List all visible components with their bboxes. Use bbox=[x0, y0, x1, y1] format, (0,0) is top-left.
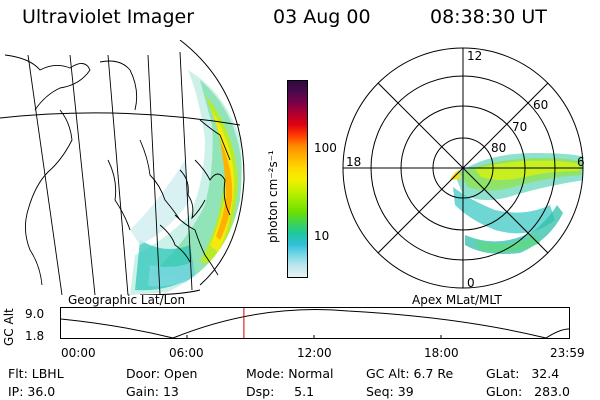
geographic-map-panel bbox=[0, 40, 245, 295]
status-seq: Seq: 39 bbox=[366, 384, 414, 399]
geo-latitude-line bbox=[0, 112, 241, 126]
altitude-curve bbox=[60, 309, 570, 339]
mlt-label-0: 0 bbox=[467, 276, 475, 290]
mlt-label-18: 18 bbox=[346, 155, 361, 169]
date-label: 03 Aug 00 bbox=[273, 6, 371, 28]
status-dsp: Dsp: 5.1 bbox=[246, 384, 315, 399]
geo-limb-line bbox=[179, 40, 245, 286]
status-filter: Flt: LBHL bbox=[8, 366, 64, 381]
mlat-label-70: 70 bbox=[512, 120, 527, 134]
geo-coastlines bbox=[4, 54, 231, 286]
colorbar-tick-10: 10 bbox=[314, 229, 330, 243]
status-gain: Gain: 13 bbox=[126, 384, 179, 399]
status-glon: GLon: 283.0 bbox=[486, 384, 570, 399]
status-door: Door: Open bbox=[126, 366, 198, 381]
geo-auroral-emission bbox=[130, 70, 242, 295]
altitude-plot bbox=[60, 307, 570, 339]
mlat-label-80: 80 bbox=[491, 141, 506, 155]
mlt-label-12: 12 bbox=[467, 49, 482, 63]
time-tick-0000: 00:00 bbox=[61, 346, 96, 360]
time-label: 08:38:30 UT bbox=[430, 6, 547, 28]
time-tick-0600: 06:00 bbox=[169, 346, 204, 360]
colorbar-tick-100: 100 bbox=[314, 141, 337, 155]
status-mode: Mode: Normal bbox=[246, 366, 334, 381]
status-gc-alt: GC Alt: 6.7 Re bbox=[366, 366, 454, 381]
polar-auroral-emission bbox=[450, 153, 583, 254]
status-glat: GLat: 32.4 bbox=[486, 366, 560, 381]
colorbar-unit-label: photon cm⁻²s⁻¹ bbox=[266, 150, 280, 243]
time-tick-1800: 18:00 bbox=[424, 346, 459, 360]
colorbar-gradient bbox=[288, 81, 307, 277]
altitude-axis-title: GC Alt bbox=[2, 308, 16, 346]
colorbar bbox=[287, 80, 308, 278]
polar-grid bbox=[342, 47, 584, 289]
geographic-caption: Geographic Lat/Lon bbox=[68, 293, 186, 307]
status-ip: IP: 36.0 bbox=[8, 384, 56, 399]
time-tick-1200: 12:00 bbox=[297, 346, 332, 360]
mlt-label-6: 6 bbox=[577, 155, 585, 169]
time-tick-2359: 23:59 bbox=[550, 346, 585, 360]
polar-plot-panel: 12 18 6 0 60 70 80 bbox=[342, 47, 585, 290]
altitude-tick-9: 9.0 bbox=[25, 307, 45, 321]
mlat-label-60: 60 bbox=[533, 98, 548, 112]
instrument-title: Ultraviolet Imager bbox=[22, 6, 195, 28]
polar-caption: Apex MLat/MLT bbox=[412, 293, 502, 307]
altitude-tick-1-8: 1.8 bbox=[25, 329, 45, 343]
